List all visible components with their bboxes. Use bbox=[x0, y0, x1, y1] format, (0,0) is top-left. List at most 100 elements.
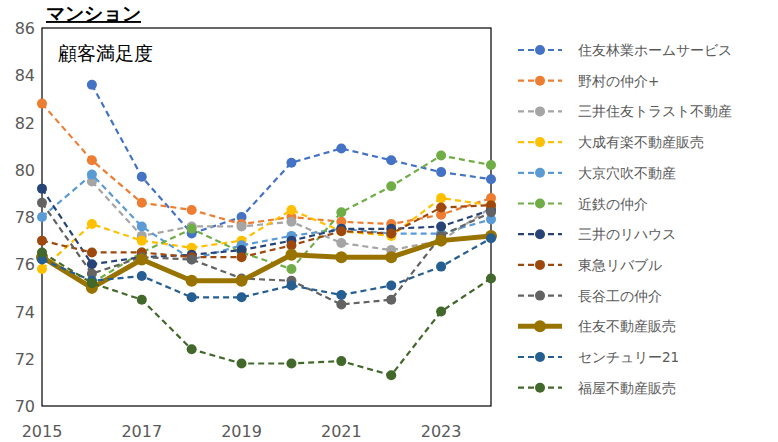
point bbox=[336, 238, 346, 248]
legend-label: 大成有楽不動産販売 bbox=[578, 134, 704, 150]
point bbox=[37, 264, 47, 274]
point bbox=[436, 167, 446, 177]
y-tick-label: 70 bbox=[15, 397, 35, 416]
legend: 住友林業ホームサービス野村の仲介+ 三井住友トラスト不動産大成有楽不動産販売大京穴… bbox=[518, 42, 732, 396]
legend-marker bbox=[535, 291, 545, 301]
point bbox=[286, 158, 296, 168]
y-tick-label: 84 bbox=[15, 66, 35, 85]
series-line bbox=[42, 189, 491, 265]
point bbox=[237, 358, 247, 368]
point bbox=[436, 151, 446, 161]
point bbox=[286, 205, 296, 215]
y-tick-label: 72 bbox=[15, 350, 35, 369]
point bbox=[336, 226, 346, 236]
point bbox=[386, 229, 396, 239]
series-line bbox=[92, 182, 491, 251]
point bbox=[286, 217, 296, 227]
legend-label: 住友不動産販売 bbox=[577, 318, 676, 334]
point bbox=[87, 80, 97, 90]
y-tick-label: 80 bbox=[15, 161, 35, 180]
point bbox=[436, 236, 446, 246]
point bbox=[436, 221, 446, 231]
series-line bbox=[42, 252, 491, 375]
point bbox=[435, 235, 447, 247]
point bbox=[37, 184, 47, 194]
point bbox=[37, 198, 47, 208]
point bbox=[137, 295, 147, 305]
point bbox=[87, 278, 97, 288]
x-tick-label: 2015 bbox=[22, 422, 63, 441]
point bbox=[87, 259, 97, 269]
series-line bbox=[42, 104, 491, 224]
x-tick-label: 2023 bbox=[421, 422, 462, 441]
y-tick-label: 78 bbox=[15, 208, 35, 227]
point bbox=[187, 292, 197, 302]
point bbox=[87, 219, 97, 229]
point bbox=[486, 174, 496, 184]
series-line bbox=[42, 205, 491, 257]
point bbox=[236, 275, 248, 287]
x-tick-label: 2021 bbox=[321, 422, 362, 441]
series-line bbox=[42, 238, 491, 297]
point bbox=[137, 236, 147, 246]
chart: 70727476788082848620152017201920212023マン… bbox=[0, 0, 778, 442]
point bbox=[187, 255, 197, 265]
point bbox=[37, 99, 47, 109]
point bbox=[37, 212, 47, 222]
legend-label: 近鉄の仲介 bbox=[578, 196, 648, 212]
x-tick-label: 2017 bbox=[121, 422, 162, 441]
point bbox=[336, 207, 346, 217]
point bbox=[237, 252, 247, 262]
point bbox=[436, 307, 446, 317]
legend-marker bbox=[535, 260, 545, 270]
legend-marker bbox=[535, 137, 545, 147]
point bbox=[486, 233, 496, 243]
legend-label: 福屋不動産販売 bbox=[578, 380, 676, 396]
series-line bbox=[92, 85, 491, 234]
point bbox=[137, 271, 147, 281]
point bbox=[486, 160, 496, 170]
point bbox=[386, 281, 396, 291]
point bbox=[286, 358, 296, 368]
legend-marker bbox=[535, 106, 545, 116]
point bbox=[385, 251, 397, 263]
plot-area bbox=[36, 80, 497, 381]
legend-marker bbox=[535, 383, 545, 393]
point bbox=[186, 275, 198, 287]
legend-label: 大京穴吹不動産 bbox=[578, 165, 676, 181]
point bbox=[285, 249, 297, 261]
point bbox=[336, 299, 346, 309]
point bbox=[187, 344, 197, 354]
point bbox=[137, 172, 147, 182]
legend-marker bbox=[535, 229, 545, 239]
y-tick-label: 76 bbox=[15, 255, 35, 274]
legend-label: 三井住友トラスト不動産 bbox=[578, 103, 732, 119]
plot-frame bbox=[42, 28, 491, 406]
point bbox=[286, 264, 296, 274]
point bbox=[137, 198, 147, 208]
point bbox=[37, 236, 47, 246]
x-tick-label: 2019 bbox=[221, 422, 262, 441]
point bbox=[87, 155, 97, 165]
point bbox=[386, 295, 396, 305]
y-tick-label: 86 bbox=[15, 19, 35, 38]
legend-label: 住友林業ホームサービス bbox=[577, 42, 732, 58]
point bbox=[335, 251, 347, 263]
point bbox=[136, 254, 148, 266]
point bbox=[237, 221, 247, 231]
legend-label: 長谷工の仲介 bbox=[578, 288, 662, 304]
point bbox=[436, 203, 446, 213]
point bbox=[486, 207, 496, 217]
legend-marker bbox=[534, 320, 546, 332]
point bbox=[436, 262, 446, 272]
series-line bbox=[42, 203, 491, 305]
legend-label: 野村の仲介+ bbox=[578, 73, 659, 89]
point bbox=[336, 356, 346, 366]
point bbox=[386, 181, 396, 191]
point bbox=[37, 247, 47, 257]
y-tick-label: 74 bbox=[15, 303, 35, 322]
point bbox=[87, 247, 97, 257]
point bbox=[336, 290, 346, 300]
annotation: 顧客満足度 bbox=[58, 42, 153, 64]
legend-marker bbox=[535, 352, 545, 362]
